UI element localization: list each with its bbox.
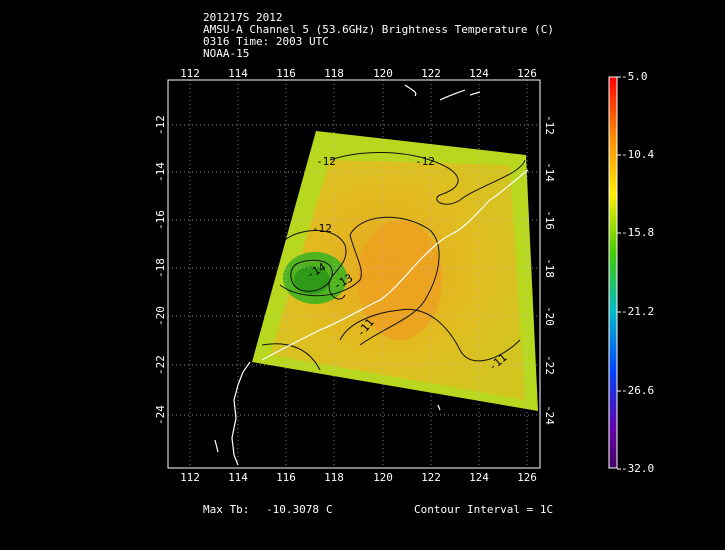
max-tb-unit: C	[326, 503, 333, 516]
lon-tick-bottom: 118	[324, 471, 344, 484]
lon-tick-bottom: 122	[421, 471, 441, 484]
title-line-3: 0316 Time: 2003 UTC	[203, 35, 329, 48]
colorbar-label: -32.0	[621, 462, 654, 475]
colorbar-label: -10.4	[621, 148, 654, 161]
lon-tick-bottom: 124	[469, 471, 489, 484]
contour-interval: Contour Interval = 1C	[414, 503, 554, 516]
colorbar	[608, 76, 618, 469]
lon-tick-top: 118	[324, 67, 344, 80]
colorbar-label: -21.2	[621, 305, 654, 318]
graticule	[168, 80, 540, 468]
lon-tick-top: 114	[228, 67, 248, 80]
lon-tick-top: 116	[276, 67, 296, 80]
lon-tick-bottom: 112	[180, 471, 200, 484]
lat-tick-right: -22	[543, 355, 556, 375]
colorbar-labels: -5.0 -10.4 -15.8 -21.2 -26.6 -32.0	[617, 70, 654, 475]
contour-label: -12	[312, 222, 332, 235]
latitude-ticks-right: -12 -14 -16 -18 -20 -22 -24	[543, 115, 556, 425]
contour-lines	[261, 152, 526, 371]
lat-tick-left: -18	[154, 258, 167, 278]
contour-label: -12	[316, 155, 336, 168]
contour-label: -12	[415, 155, 435, 168]
lon-tick-bottom: 126	[517, 471, 537, 484]
lat-tick-right: -20	[543, 306, 556, 326]
colorbar-label: -5.0	[621, 70, 648, 83]
title-line-2: AMSU-A Channel 5 (53.6GHz) Brightness Te…	[203, 23, 554, 36]
lat-tick-right: -16	[543, 210, 556, 230]
lat-tick-right: -18	[543, 258, 556, 278]
lat-tick-left: -20	[154, 306, 167, 326]
latitude-ticks-left: -12 -14 -16 -18 -20 -22 -24	[154, 115, 167, 425]
lon-tick-top: 122	[421, 67, 441, 80]
max-tb-label: Max Tb:	[203, 503, 250, 516]
lat-tick-left: -22	[154, 355, 167, 375]
max-tb-value: -10.3078	[266, 503, 319, 516]
longitude-ticks-top: 112 114 116 118 120 122 124 126	[180, 67, 537, 80]
colorbar-label: -26.6	[621, 384, 654, 397]
lat-tick-left: -14	[154, 162, 167, 182]
lon-tick-bottom: 120	[373, 471, 393, 484]
lon-tick-bottom: 116	[276, 471, 296, 484]
lat-tick-right: -24	[543, 405, 556, 425]
longitude-ticks-bottom: 112 114 116 118 120 122 124 126	[180, 471, 537, 484]
title-line-1: 201217S 2012	[203, 11, 283, 24]
lat-tick-left: -12	[154, 115, 167, 135]
lon-tick-top: 126	[517, 67, 537, 80]
title-line-4: NOAA-15	[203, 47, 250, 60]
lon-tick-top: 112	[180, 67, 200, 80]
lat-tick-right: -14	[543, 162, 556, 182]
lat-tick-right: -12	[543, 115, 556, 135]
lon-tick-top: 120	[373, 67, 393, 80]
coastline	[214, 84, 529, 466]
lat-tick-left: -16	[154, 210, 167, 230]
colorbar-label: -15.8	[621, 226, 654, 239]
lon-tick-top: 124	[469, 67, 489, 80]
lon-tick-bottom: 114	[228, 471, 248, 484]
lat-tick-left: -24	[154, 405, 167, 425]
